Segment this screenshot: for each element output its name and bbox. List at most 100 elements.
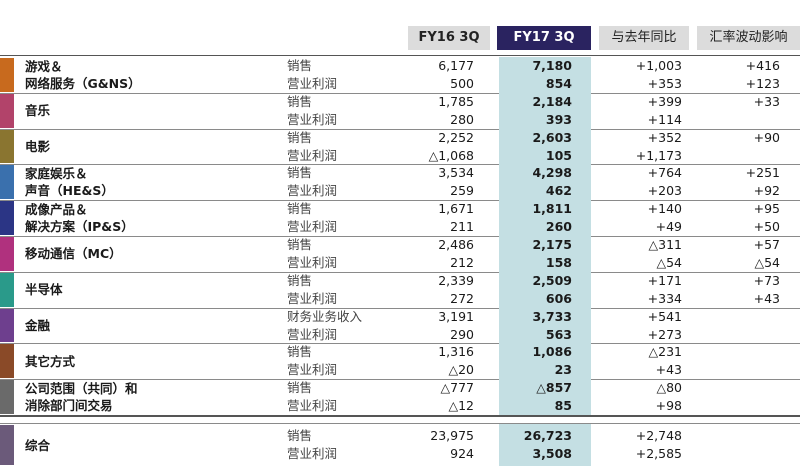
metric-label: 营业利润	[287, 290, 338, 306]
fy17-value: 2,603	[532, 129, 572, 145]
fx-impact: +95	[753, 201, 780, 217]
metric-label: 营业利润	[287, 398, 338, 414]
fy17-column-band	[499, 307, 591, 344]
metric-label: 营业利润	[287, 75, 338, 91]
yoy-change: +399	[647, 93, 682, 109]
row-divider	[0, 415, 800, 417]
fy17-column-band	[499, 236, 591, 272]
yoy-change: △231	[648, 344, 682, 360]
fy17-column-band	[499, 200, 591, 236]
row-divider	[0, 271, 800, 273]
fy16-value: 1,316	[438, 344, 474, 360]
yoy-change: △311	[648, 237, 682, 252]
yoy-change: +98	[655, 398, 682, 414]
segment-name: 成像产品＆ 解决方案（IP&S）	[25, 202, 134, 235]
fy17-value: 26,723	[523, 428, 572, 443]
metric-label: 营业利润	[287, 326, 338, 342]
yoy-change: +1,173	[635, 147, 682, 163]
segment-color-bar	[0, 129, 14, 164]
fx-impact: +57	[753, 237, 780, 252]
yoy-change: +764	[647, 165, 682, 181]
metric-label: 销售	[287, 201, 313, 217]
fy16-value: 272	[450, 290, 474, 306]
segment-color-bar	[0, 201, 14, 235]
segment-name: 金融	[25, 318, 51, 333]
fx-impact: +416	[745, 58, 780, 73]
yoy-change: +2,585	[635, 445, 682, 461]
fy17-column-band	[499, 164, 591, 201]
segment-name: 音乐	[25, 103, 51, 119]
row-divider	[0, 128, 800, 130]
fy17-column-band	[499, 57, 591, 93]
yoy-change: +114	[647, 111, 682, 127]
fy17-value: 4,298	[532, 165, 572, 181]
fx-impact: +33	[753, 93, 780, 109]
metric-label: 销售	[287, 237, 313, 252]
metric-label: 销售	[287, 344, 313, 360]
metric-label: 营业利润	[287, 183, 338, 199]
segment-name: 游戏＆ 网络服务（G&NS）	[25, 58, 141, 91]
header-fy16: FY16 3Q	[408, 26, 490, 50]
fx-impact	[700, 147, 780, 164]
row-divider	[0, 343, 800, 345]
metric-label: 销售	[287, 93, 313, 109]
metric-label: 财务业务收入	[287, 308, 363, 324]
metric-label: 销售	[287, 272, 313, 288]
fy17-value: 85	[554, 398, 572, 414]
fx-impact	[700, 445, 780, 462]
row-divider	[0, 200, 800, 202]
segment-color-bar	[0, 58, 14, 92]
fy17-column-band	[499, 128, 591, 165]
header-fx-impact: 汇率波动影响	[697, 26, 800, 50]
yoy-change: △80	[656, 380, 682, 396]
fy17-column-band	[499, 343, 591, 380]
fx-impact	[700, 397, 780, 414]
fy17-column-band	[499, 424, 591, 466]
yoy-change: +140	[647, 201, 682, 217]
segment-color-bar	[0, 272, 14, 307]
segment-name: 公司范围（共同）和 消除部门间交易	[25, 381, 138, 414]
fy17-value: 393	[545, 111, 572, 127]
metric-label: 营业利润	[287, 445, 338, 461]
row-divider	[0, 92, 800, 94]
yoy-change: +203	[647, 183, 682, 199]
segment-name: 移动通信（MC）	[25, 246, 122, 262]
fy17-value: 3,733	[532, 308, 572, 324]
yoy-change: △54	[656, 254, 682, 270]
fy17-value: 1,811	[532, 201, 572, 217]
segment-color-bar	[0, 93, 14, 128]
metric-label: 营业利润	[287, 254, 338, 270]
segment-name: 电影	[25, 139, 51, 154]
fy17-value: 1,086	[532, 344, 572, 360]
row-divider	[0, 307, 800, 309]
fx-impact	[700, 111, 780, 128]
fy16-value: 2,486	[438, 237, 474, 252]
yoy-change: +49	[655, 219, 682, 235]
fy16-value: △20	[448, 362, 474, 378]
fx-impact: +73	[753, 272, 780, 288]
segment-name: 其它方式	[25, 353, 76, 369]
header-fy17: FY17 3Q	[497, 26, 591, 50]
fy17-value: △857	[536, 380, 572, 396]
header-yoy: 与去年同比	[599, 26, 689, 50]
fy17-value: 2,184	[532, 93, 572, 109]
fy16-value: 500	[450, 75, 474, 91]
fx-impact: +43	[753, 290, 780, 306]
fy17-value: 260	[545, 219, 572, 235]
row-divider	[0, 379, 800, 381]
segment-name: 家庭娱乐＆ 声音（HE&S）	[25, 166, 114, 199]
fy16-value: 212	[450, 254, 474, 270]
fy16-value: 2,252	[438, 129, 474, 145]
segment-color-bar	[0, 165, 14, 200]
yoy-change: +541	[647, 308, 682, 324]
fy17-value: 462	[545, 183, 572, 199]
fy17-value: 606	[545, 290, 572, 306]
fy16-value: 3,534	[438, 165, 474, 181]
fy17-value: 563	[545, 326, 572, 342]
yoy-change: +353	[647, 75, 682, 91]
fy16-value: 259	[450, 183, 474, 199]
fx-impact: +92	[753, 183, 780, 199]
metric-label: 销售	[287, 380, 313, 396]
fy16-value: △12	[448, 398, 474, 414]
